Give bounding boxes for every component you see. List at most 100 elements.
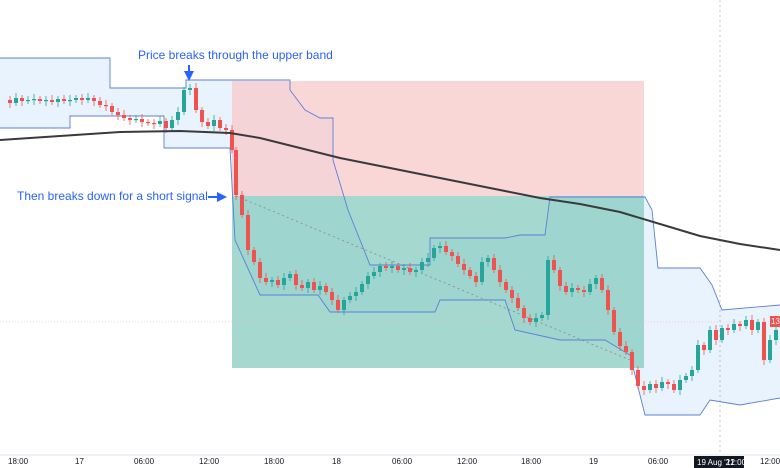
- candle-body: [684, 376, 688, 380]
- candle-body: [158, 121, 162, 124]
- candles: [8, 83, 778, 395]
- candle-body: [642, 386, 646, 390]
- candle-body: [444, 246, 448, 252]
- candle-body: [774, 330, 778, 340]
- candle-body: [414, 270, 418, 272]
- candle-body: [504, 282, 508, 290]
- candle-body: [194, 88, 198, 110]
- candle-body: [738, 324, 742, 326]
- x-tick-label: 17: [75, 457, 84, 466]
- candle-body: [492, 258, 496, 270]
- candle-body: [426, 258, 430, 262]
- candle-body: [146, 122, 150, 124]
- candle-body: [164, 121, 168, 128]
- candle-body: [324, 286, 328, 292]
- candle-body: [534, 318, 538, 322]
- candle-body: [170, 120, 174, 128]
- candle-body: [188, 88, 192, 90]
- candle-body: [576, 288, 580, 290]
- candle-body: [366, 276, 370, 284]
- candle-body: [224, 128, 228, 130]
- upper-band-line: [0, 57, 780, 311]
- candle-body: [294, 274, 298, 285]
- candle-body: [750, 320, 754, 330]
- candle-body: [318, 286, 322, 290]
- annotation-upper-band: Price breaks through the upper band: [138, 48, 333, 62]
- candle-body: [98, 101, 102, 105]
- annotation-short-signal: Then breaks down for a short signal: [17, 189, 208, 203]
- crosshair-time-label-bg: [694, 456, 744, 468]
- candle-body: [378, 266, 382, 272]
- candle-body: [68, 100, 72, 102]
- candle-body: [330, 292, 334, 300]
- candle-body: [606, 290, 610, 310]
- candle-body: [732, 324, 736, 330]
- candle-body: [546, 260, 550, 315]
- candle-body: [600, 278, 604, 290]
- candle-body: [182, 90, 186, 112]
- candle-body: [708, 330, 712, 350]
- candle-body: [648, 384, 652, 390]
- stop-zone: [232, 81, 644, 196]
- candle-body: [384, 266, 388, 268]
- candle-body: [264, 278, 268, 282]
- candle-body: [212, 120, 216, 126]
- crosshair-time-label: 12:00: [726, 458, 747, 467]
- crosshair-date-label: 19 Aug '21: [697, 458, 735, 467]
- candle-body: [702, 345, 706, 350]
- candle-body: [342, 300, 346, 310]
- candle-body: [288, 274, 292, 278]
- candle-body: [726, 328, 730, 330]
- candle-body: [588, 284, 592, 292]
- candle-body: [660, 382, 664, 388]
- candle-body: [26, 100, 30, 102]
- candle-body: [666, 382, 670, 384]
- candle-body: [92, 98, 96, 101]
- candle-body: [258, 262, 262, 278]
- candle-body: [44, 100, 48, 102]
- time-axis-ticks: 18:00 17 06:00 12:00 18:00 18 06:00 12:0…: [8, 457, 780, 466]
- candle-body: [354, 292, 358, 296]
- candle-body: [312, 282, 316, 290]
- candle-body: [438, 246, 442, 248]
- candle-body: [116, 112, 120, 115]
- candle-body: [570, 288, 574, 292]
- candle-body: [498, 270, 502, 282]
- candle-body: [390, 266, 394, 268]
- moving-average-line: [0, 129, 780, 251]
- candle-body: [200, 110, 204, 122]
- candle-body: [104, 105, 108, 107]
- candle-body: [360, 284, 364, 292]
- candle-body: [654, 384, 658, 388]
- x-tick-label: 19: [589, 457, 598, 466]
- candle-body: [80, 98, 84, 100]
- candle-body: [8, 100, 12, 103]
- candle-body: [38, 99, 42, 101]
- candle-body: [74, 98, 78, 100]
- candle-body: [122, 115, 126, 118]
- candle-body: [282, 278, 286, 285]
- candle-body: [558, 270, 562, 286]
- candle-body: [56, 99, 60, 102]
- candle-body: [540, 315, 544, 318]
- candle-body: [348, 296, 352, 300]
- candle-body: [402, 268, 406, 270]
- candle-body: [564, 286, 568, 292]
- projection-line: [235, 195, 631, 361]
- candle-body: [696, 345, 700, 370]
- x-tick-label: 12:00: [457, 457, 478, 466]
- candle-body: [768, 340, 772, 360]
- candle-body: [276, 280, 280, 285]
- candle-body: [612, 310, 616, 332]
- candle-body: [474, 276, 478, 282]
- candle-body: [218, 120, 222, 128]
- candle-body: [420, 262, 424, 270]
- candle-body: [756, 322, 760, 330]
- candle-body: [522, 308, 526, 318]
- candle-body: [230, 130, 234, 150]
- candle-body: [50, 100, 54, 102]
- candle-body: [86, 98, 90, 100]
- x-tick-label: 06:00: [392, 457, 413, 466]
- candle-body: [720, 328, 724, 340]
- candle-body: [636, 370, 640, 386]
